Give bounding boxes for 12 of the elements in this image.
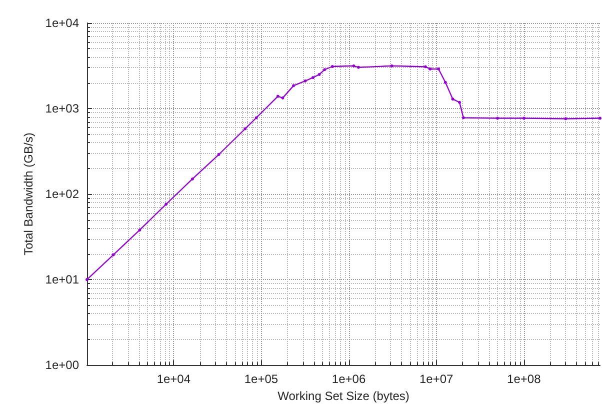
y-tick-label: 1e+03 xyxy=(45,102,80,116)
x-tick-label: 1e+08 xyxy=(507,372,542,386)
y-tick-label: 1e+04 xyxy=(45,16,80,30)
y-tick-label: 1e+01 xyxy=(45,272,80,287)
y-tick-label: 1e+00 xyxy=(45,358,80,372)
x-tick-label: 1e+07 xyxy=(419,372,454,386)
y-tick-label: 1e+02 xyxy=(45,187,80,202)
x-tick-label: 1e+05 xyxy=(244,372,278,386)
x-axis-title: Working Set Size (bytes) xyxy=(278,389,410,403)
x-tick-label: 1e+04 xyxy=(156,372,191,386)
x-tick-label: 1e+06 xyxy=(332,372,366,386)
y-axis-title: Total Bandwidth (GB/s) xyxy=(21,132,36,256)
